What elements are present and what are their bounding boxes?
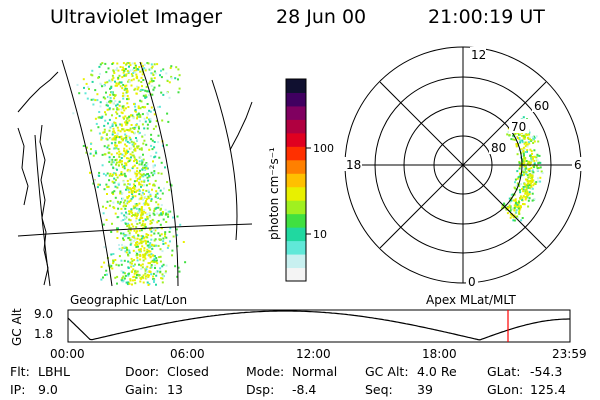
- meridian-line: [61, 59, 113, 287]
- polar-diagonal: [379, 81, 547, 249]
- info-seq-label: Seq:: [365, 382, 393, 397]
- colorbar-cell: [286, 254, 306, 269]
- colorbar-tick-label: 10: [313, 228, 327, 241]
- mlt-label-12: 12: [471, 48, 486, 62]
- colorbar-cell: [286, 200, 306, 215]
- orbit-ylabel: GC Alt: [10, 308, 24, 346]
- info-gain-value: 13: [167, 382, 183, 397]
- colorbar-cell: [286, 146, 306, 161]
- info-flt-value: LBHL: [38, 364, 70, 379]
- orbit-xtick: 00:00: [50, 347, 85, 361]
- info-mode-label: Mode:: [246, 364, 285, 379]
- colorbar-cell: [286, 186, 306, 201]
- colorbar-cell: [286, 119, 306, 134]
- colorbar-cell: [286, 213, 306, 228]
- info-gain-label: Gain:: [125, 382, 158, 397]
- colorbar-cell: [286, 173, 306, 188]
- apex-caption: Apex MLat/MLT: [426, 293, 516, 307]
- mlt-label-0: 0: [468, 275, 476, 289]
- orbit-altitude-curve: [67, 310, 570, 341]
- info-gcalt-label: GC Alt:: [365, 364, 409, 379]
- orbit-ytick-top: 9.0: [34, 307, 53, 321]
- orbit-xtick: 23:59: [552, 347, 587, 361]
- info-mode-value: Normal: [292, 364, 338, 379]
- info-glon-value: 125.4: [530, 382, 566, 397]
- colorbar-cell: [286, 132, 306, 147]
- info-flt-label: Flt:: [10, 364, 30, 379]
- orbit-xtick: 12:00: [296, 347, 331, 361]
- mlt-label-6: 6: [574, 158, 582, 172]
- orbit-xtick: 18:00: [422, 347, 457, 361]
- colorbar-cell: [286, 92, 306, 107]
- coastline: [39, 124, 49, 286]
- meridian-line: [34, 134, 51, 287]
- colorbar-cell: [286, 105, 306, 120]
- info-dsp-value: -8.4: [292, 382, 317, 397]
- info-glat-value: -54.3: [530, 364, 563, 379]
- geographic-map: [17, 59, 253, 287]
- info-ip-value: 9.0: [38, 382, 58, 397]
- orbit-plot-frame: [67, 309, 571, 343]
- meridian-line: [211, 79, 238, 241]
- coastline: [17, 127, 29, 206]
- info-glon-label: GLon:: [487, 382, 524, 397]
- coastline: [17, 71, 59, 113]
- instrument-title: Ultraviolet Imager: [50, 6, 223, 28]
- info-door-value: Closed: [167, 364, 209, 379]
- colorbar-frame: [285, 78, 307, 282]
- info-door-label: Door:: [125, 364, 160, 379]
- info-seq-value: 39: [417, 382, 433, 397]
- lat-label-70: 70: [511, 120, 526, 134]
- colorbar: 100 10 photon cm⁻²s⁻¹: [267, 78, 334, 282]
- parallel-line: [17, 223, 253, 237]
- geographic-caption: Geographic Lat/Lon: [70, 293, 188, 307]
- info-dsp-label: Dsp:: [246, 382, 275, 397]
- polar-map: 12 18 6 0 60 70 80: [344, 46, 584, 289]
- info-glat-label: GLat:: [487, 364, 521, 379]
- colorbar-cell: [286, 159, 306, 174]
- colorbar-unit-label: photon cm⁻²s⁻¹: [267, 147, 281, 240]
- colorbar-cell: [286, 240, 306, 255]
- orbit-xtick: 06:00: [170, 347, 205, 361]
- info-ip-label: IP:: [10, 382, 26, 397]
- time-label: 21:00:19 UT: [428, 6, 545, 28]
- lat-label-60: 60: [534, 99, 549, 113]
- mlt-label-18: 18: [346, 158, 361, 172]
- colorbar-cell: [286, 227, 306, 242]
- colorbar-cell: [286, 267, 306, 282]
- colorbar-tick-label: 100: [313, 142, 334, 155]
- orbit-plot: GC Alt 9.0 1.8: [10, 307, 571, 346]
- date-label: 28 Jun 00: [276, 6, 367, 28]
- info-gcalt-value: 4.0 Re: [417, 364, 457, 379]
- lat-label-80: 80: [491, 141, 506, 155]
- orbit-ytick-bottom: 1.8: [34, 327, 53, 341]
- meridian-line: [139, 61, 179, 287]
- coastline: [229, 101, 253, 151]
- colorbar-cell: [286, 79, 306, 93]
